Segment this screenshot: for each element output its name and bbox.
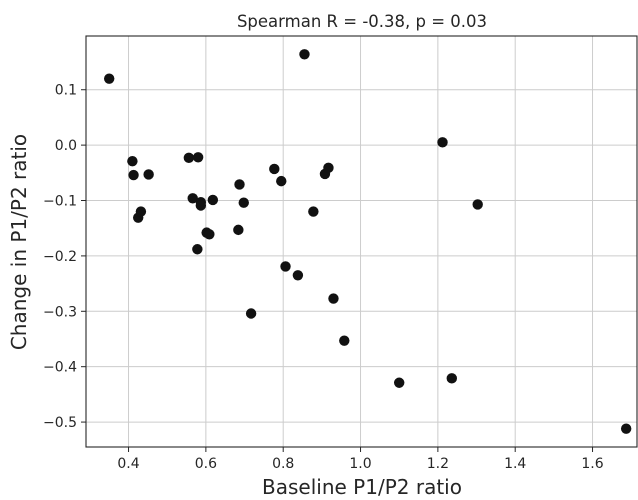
chart-title: Spearman R = -0.38, p = 0.03 <box>237 12 487 31</box>
grid-lines <box>86 36 637 447</box>
data-point <box>234 179 245 190</box>
data-point <box>299 49 310 60</box>
data-point <box>280 261 291 272</box>
x-axis-ticks: 0.4 0.6 0.8 1.0 1.2 1.4 1.6 <box>117 447 604 472</box>
data-point <box>183 152 195 164</box>
x-axis-title: Baseline P1/P2 ratio <box>262 475 462 499</box>
data-point <box>104 73 115 84</box>
data-point <box>135 206 147 217</box>
data-point <box>127 155 138 167</box>
x-tick-label: 1.0 <box>349 456 371 472</box>
data-point <box>187 193 198 204</box>
data-point <box>269 163 280 175</box>
x-tick-label: 1.2 <box>427 456 449 472</box>
data-points <box>104 49 632 434</box>
x-tick-label: 1.6 <box>581 456 603 472</box>
y-tick-label: −0.2 <box>43 249 77 265</box>
data-point <box>472 199 483 210</box>
y-tick-label: −0.1 <box>43 194 77 210</box>
data-point <box>192 152 204 163</box>
x-tick-label: 0.8 <box>272 456 294 472</box>
data-point <box>192 244 203 255</box>
data-point <box>143 169 154 180</box>
y-tick-label: 0.1 <box>55 83 77 99</box>
data-point <box>323 162 334 174</box>
data-point <box>437 137 448 148</box>
data-point <box>128 169 139 181</box>
plot-frame <box>85 35 638 448</box>
y-tick-label: −0.3 <box>43 304 77 320</box>
y-tick-label: −0.4 <box>43 360 77 376</box>
y-tick-label: 0.0 <box>55 138 77 154</box>
data-point <box>276 175 287 187</box>
data-point <box>207 194 219 206</box>
data-point <box>446 373 457 384</box>
x-tick-label: 1.4 <box>504 456 526 472</box>
data-point <box>238 197 249 208</box>
data-point <box>233 224 244 236</box>
data-point <box>394 377 405 388</box>
data-point <box>308 206 319 217</box>
data-point <box>204 229 215 240</box>
y-tick-label: −0.5 <box>43 415 77 431</box>
y-axis-ticks: 0.1 0.0 −0.1 −0.2 −0.3 −0.4 −0.5 <box>43 83 86 431</box>
data-point <box>245 308 257 319</box>
data-point <box>620 423 632 434</box>
x-tick-label: 0.6 <box>195 456 217 472</box>
data-point <box>292 270 304 281</box>
data-point <box>328 293 339 304</box>
data-point <box>339 335 350 346</box>
y-axis-title: Change in P1/P2 ratio <box>7 134 31 350</box>
data-point <box>195 200 207 211</box>
x-tick-label: 0.4 <box>117 456 139 472</box>
